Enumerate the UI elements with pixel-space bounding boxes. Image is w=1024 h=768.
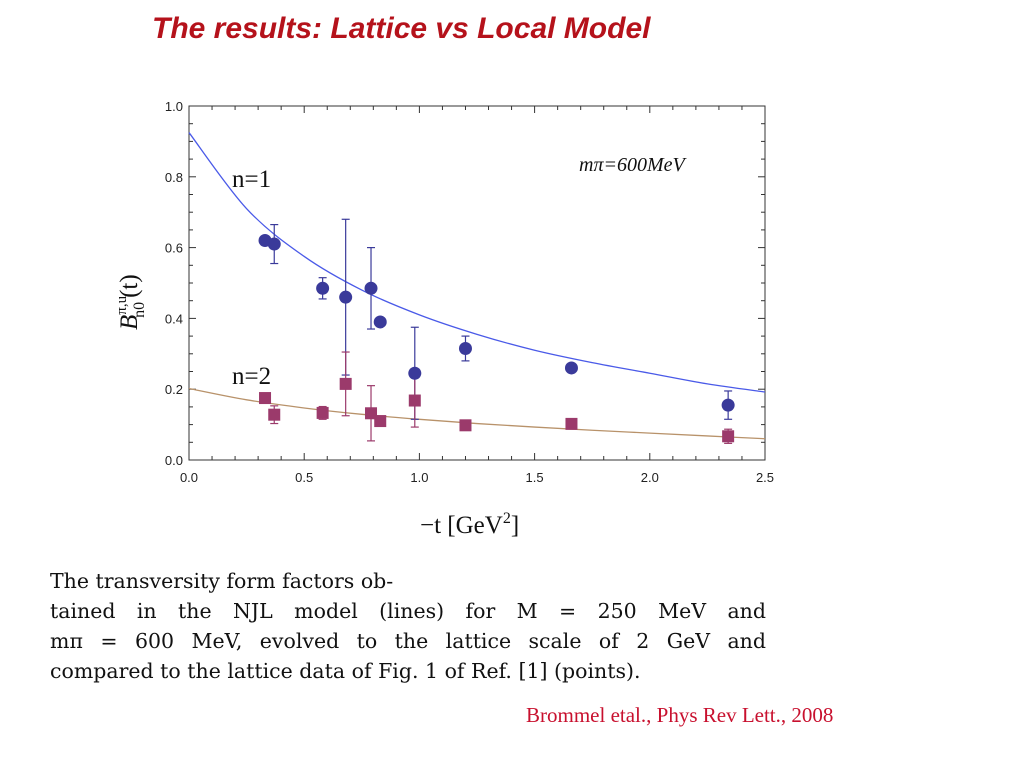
data-point-circle — [316, 281, 330, 295]
data-point-circle — [458, 341, 472, 355]
x-tick-label: 1.5 — [526, 470, 544, 485]
slide-title: The results: Lattice vs Local Model — [152, 12, 651, 45]
caption-line-1: The transversity form factors ob- — [50, 569, 394, 593]
x-tick-label: 0.0 — [180, 470, 198, 485]
figure-caption: The transversity form factors ob- tained… — [50, 566, 766, 686]
data-point-square — [408, 394, 421, 407]
y-tick-label: 0.4 — [165, 311, 183, 326]
series-label-n2: n=2 — [232, 363, 271, 390]
model-curve-2 — [188, 387, 766, 440]
y-tick-label: 0.8 — [165, 170, 183, 185]
data-point-square — [365, 407, 378, 420]
x-tick-label: 2.0 — [641, 470, 659, 485]
y-tick-label: 0.2 — [165, 382, 183, 397]
x-axis-title-end: ] — [511, 512, 519, 539]
data-point-circle — [408, 366, 422, 380]
y-axis-title-main: B — [116, 315, 143, 330]
data-point-square — [374, 415, 387, 428]
model-curves — [188, 132, 766, 440]
x-tick-label: 1.0 — [410, 470, 428, 485]
y-axis-title-end: (t) — [116, 274, 143, 298]
error-bars — [270, 218, 733, 444]
caption-line-2: tained in the NJL model (lines) for M = … — [50, 599, 766, 623]
x-axis-title: −t [GeV2] — [420, 510, 519, 539]
y-tick-label: 1.0 — [165, 99, 183, 114]
y-axis-title-sub: n0 — [131, 302, 148, 318]
data-point-circle — [564, 361, 578, 375]
data-point-square — [316, 406, 329, 419]
data-point-square — [268, 408, 281, 421]
y-axis-title: Bπ,un0 (t) — [114, 274, 148, 330]
x-tick-label: 0.5 — [295, 470, 313, 485]
data-point-circle — [373, 315, 387, 329]
x-axis-title-sup: 2 — [503, 510, 511, 527]
x-axis-title-base: −t [GeV — [420, 512, 503, 539]
data-point-circle — [364, 281, 378, 295]
chart: 0.0 0.5 1.0 1.5 2.0 2.5 0.0 0.2 0.4 0.6 0.8 1.0 n=1… — [114, 99, 774, 539]
y-axis-title-sup: π,u — [114, 295, 130, 314]
caption-line-4: compared to the lattice data of Fig. 1 o… — [50, 659, 641, 683]
data-point-circle — [721, 398, 735, 412]
data-point-square — [722, 430, 735, 443]
data-point-square — [459, 419, 472, 432]
data-point-square — [339, 377, 352, 390]
y-tick-label: 0.6 — [165, 241, 183, 256]
data-point-square — [565, 417, 578, 430]
y-tick-label: 0.0 — [165, 453, 183, 468]
data-point-square — [259, 392, 272, 405]
data-markers — [258, 234, 735, 443]
mass-annotation: mπ=600MeV — [579, 154, 687, 176]
series-label-n1: n=1 — [232, 166, 271, 193]
citation: Brommel etal., Phys Rev Lett., 2008 — [526, 703, 834, 727]
x-tick-label: 2.5 — [756, 470, 774, 485]
data-point-circle — [339, 290, 353, 304]
caption-line-3: mπ = 600 MeV, evolved to the lattice sca… — [50, 629, 766, 653]
data-point-circle — [267, 237, 281, 251]
